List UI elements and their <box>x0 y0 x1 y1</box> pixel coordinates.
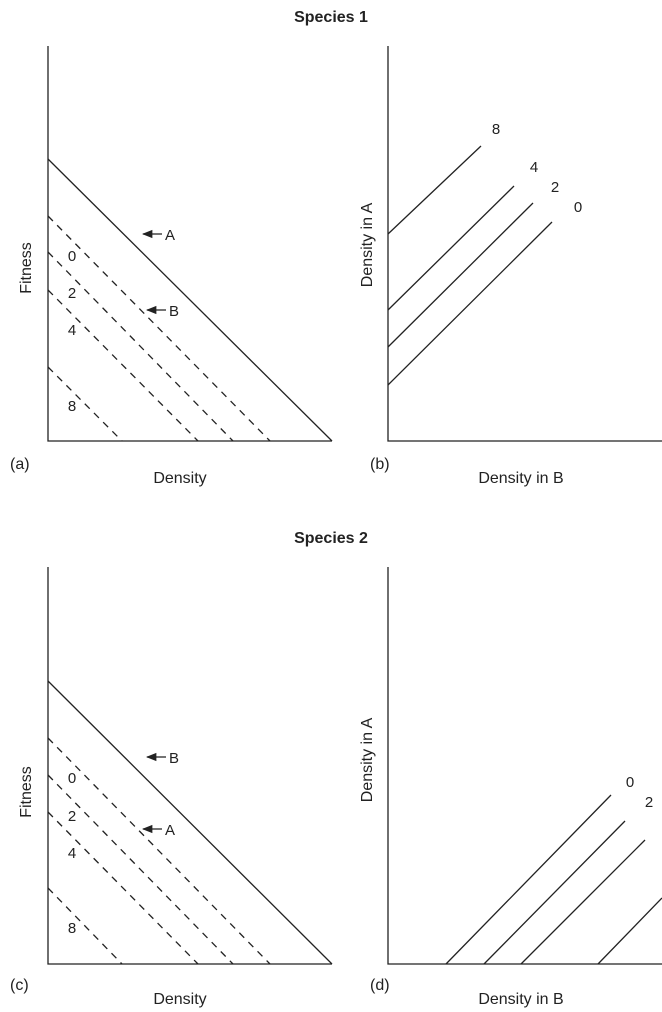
panel-c-arrow-label-A: A <box>165 822 175 839</box>
panel-a-curve-label-4: 4 <box>68 322 76 339</box>
panel-a-dashed-4 <box>47 289 199 442</box>
panel-b-line-8 <box>387 145 482 235</box>
panel-b-line-4 <box>387 185 515 311</box>
panel-b-axes <box>387 46 662 442</box>
panel-a-arrow-label-B: B <box>169 303 179 320</box>
panel-d-line-2 <box>483 820 626 965</box>
panel-c-arrow-label-B: B <box>169 750 179 767</box>
panel-c: 0 2 4 8 B A Density Fitness (c) <box>10 567 333 1008</box>
panel-b-xlabel: Density in B <box>478 470 563 487</box>
panel-a-curve-label-2: 2 <box>68 285 76 302</box>
panel-a-line-upper <box>47 158 333 442</box>
panel-a: 0 2 4 8 A B Density Fitness (a) <box>10 46 333 487</box>
panel-d-axes <box>387 567 662 965</box>
panel-a-axes <box>47 46 332 442</box>
panel-c-curve-label-2: 2 <box>68 808 76 825</box>
panel-c-curve-label-0: 0 <box>68 770 76 787</box>
panel-a-dashed-0 <box>47 215 271 442</box>
panel-a-label: (a) <box>10 456 30 473</box>
panel-b-ylabel: Density in A <box>359 202 376 287</box>
panel-c-dashed-0 <box>47 737 271 965</box>
panel-d-line-0 <box>445 794 612 965</box>
panel-a-arrow-label-A: A <box>165 227 175 244</box>
panel-d-label: (d) <box>370 977 390 994</box>
panel-b-curve-label-2: 2 <box>551 179 559 196</box>
panel-a-dashed-2 <box>47 251 234 442</box>
panel-b-label: (b) <box>370 456 390 473</box>
panel-d-line-4 <box>597 897 662 965</box>
panel-a-ylabel: Fitness <box>18 242 35 294</box>
panel-b-curve-label-0: 0 <box>574 199 582 216</box>
panel-d-line-3 <box>520 839 646 965</box>
panel-b-line-0 <box>387 221 553 386</box>
panel-b-line-2 <box>387 202 534 348</box>
panel-c-curve-label-4: 4 <box>68 845 76 862</box>
panel-d-curve-label-2: 2 <box>645 794 653 811</box>
panel-c-curve-label-8: 8 <box>68 920 76 937</box>
panel-c-line-upper <box>47 680 333 965</box>
panel-c-dashed-8 <box>47 887 123 965</box>
panel-a-xlabel: Density <box>153 470 206 487</box>
panel-b-curve-label-8: 8 <box>492 121 500 138</box>
panel-d-ylabel: Density in A <box>359 717 376 802</box>
panel-a-curve-label-0: 0 <box>68 248 76 265</box>
panel-c-xlabel: Density <box>153 991 206 1008</box>
species-2-heading: Species 2 <box>294 530 368 547</box>
panel-d: 0 2 Density in B Density in A (d) <box>359 567 662 1008</box>
panel-d-curve-label-0: 0 <box>626 774 634 791</box>
panel-c-axes <box>47 567 332 965</box>
panel-d-xlabel: Density in B <box>478 991 563 1008</box>
species-1-heading: Species 1 <box>294 9 368 26</box>
panel-c-dashed-4 <box>47 811 199 965</box>
panel-c-ylabel: Fitness <box>18 766 35 818</box>
panel-b-curve-label-4: 4 <box>530 159 538 176</box>
panel-a-curve-label-8: 8 <box>68 398 76 415</box>
panel-a-dashed-8 <box>47 366 123 442</box>
panel-c-dashed-2 <box>47 774 234 965</box>
panel-c-label: (c) <box>10 977 29 994</box>
panel-b: 8 4 2 0 Density in B Density in A (b) <box>359 46 662 487</box>
